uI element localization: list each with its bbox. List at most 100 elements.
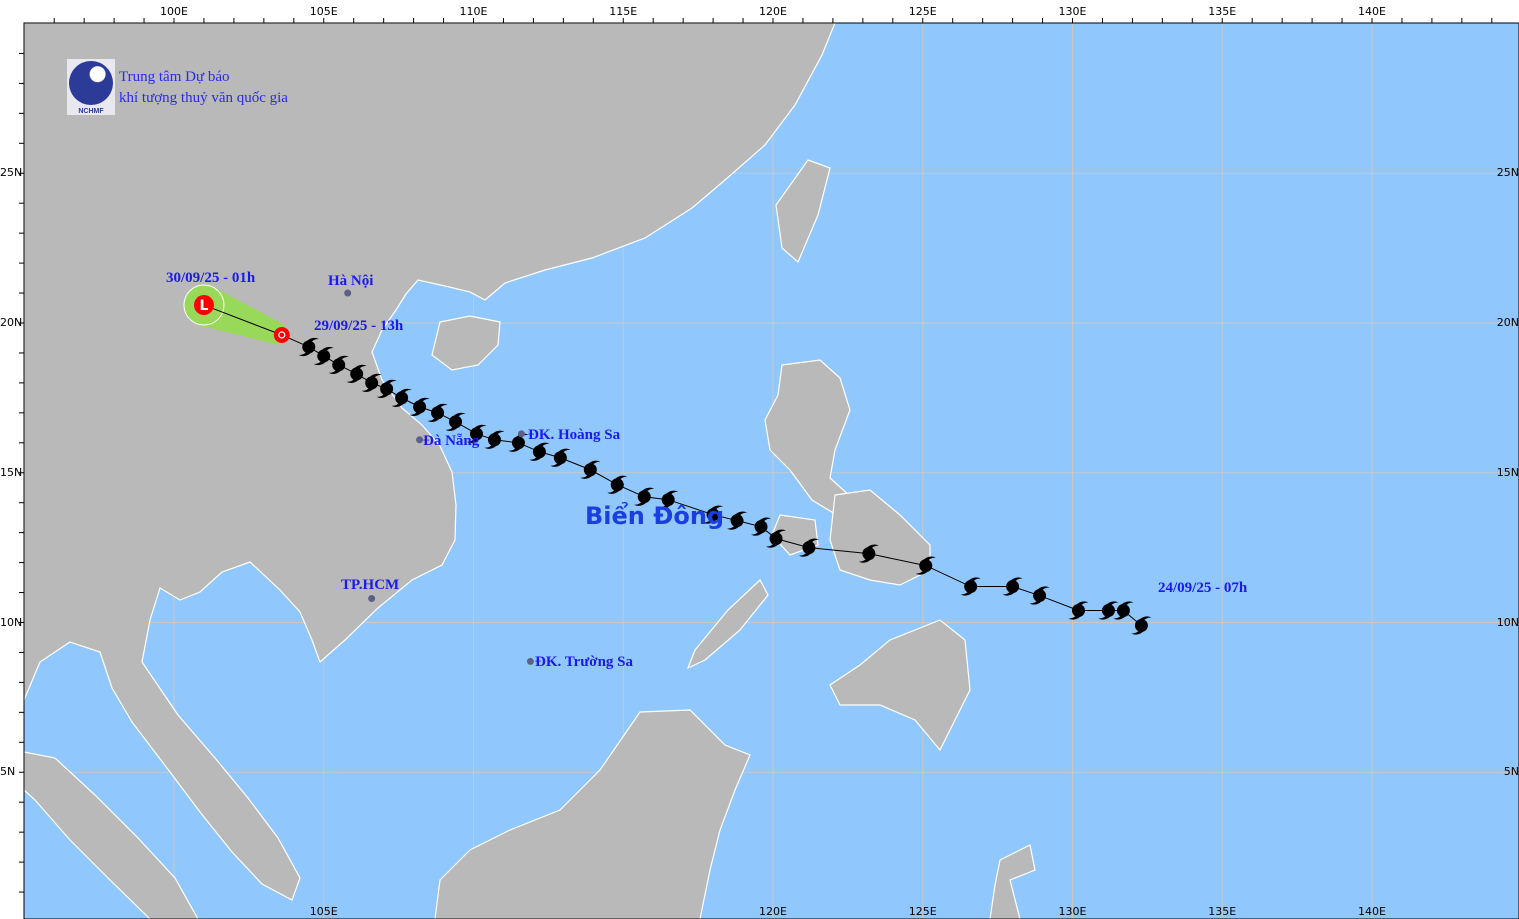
typhoon-icon (361, 373, 382, 393)
typhoon-arm (915, 569, 928, 575)
typhoon-arm (634, 500, 647, 506)
typhoon-core (1071, 604, 1085, 618)
typhoon-arm (336, 355, 349, 361)
typhoon-icon (445, 412, 466, 431)
typhoon-core (1006, 580, 1020, 594)
place-dot (526, 657, 534, 665)
typhoon-icon (409, 397, 430, 416)
axis-ticks (19, 18, 1493, 893)
land-palawan (686, 579, 769, 670)
typhoon-arm (642, 487, 655, 493)
forecast-time-label: 30/09/25 - 01h (166, 270, 256, 286)
typhoon-arm (1139, 616, 1152, 622)
place-label-hoangsa: ĐK. Hoàng Sa (528, 427, 621, 443)
logo-emblem-icon (69, 61, 113, 105)
low-pressure-symbol: L (199, 298, 208, 314)
place-label-danang: Đà Nẵng (423, 433, 480, 449)
typhoon-core (380, 382, 394, 396)
typhoon-arm (666, 490, 679, 496)
typhoon-arm (321, 346, 334, 352)
typhoon-arm (1098, 614, 1111, 620)
typhoon-arm (558, 448, 571, 454)
typhoon-icon (915, 556, 936, 575)
bottom-tick-label: 120E (759, 905, 787, 918)
typhoon-arm (1113, 614, 1126, 620)
typhoon-icon (484, 430, 505, 449)
typhoon-core (1116, 604, 1130, 618)
typhoon-core (532, 445, 546, 459)
typhoon-core (802, 541, 816, 555)
top-tick-label: 110E (459, 5, 488, 18)
top-tick-label: 125E (908, 5, 937, 18)
typhoon-icon (1002, 577, 1023, 596)
typhoon-arm (529, 455, 542, 461)
top-tick-label: 105E (309, 5, 338, 18)
typhoon-arm (773, 529, 786, 535)
typhoon-icon (328, 355, 349, 375)
low-pressure-marker (193, 295, 214, 316)
place-label-hcm: TP.HCM (341, 577, 400, 593)
typhoon-icon (727, 511, 748, 530)
place-markers (344, 289, 534, 665)
typhoon-core (919, 559, 933, 573)
place-label-hanoi: Hà Nội (328, 273, 374, 289)
typhoon-icon (798, 538, 819, 557)
current-time-label: 29/09/25 - 13h (314, 318, 404, 334)
sea-label: Biển Đông (585, 502, 725, 530)
typhoon-core (332, 358, 346, 372)
typhoon-icon (391, 388, 412, 407)
typhoon-arm (580, 473, 593, 479)
typhoon-core (583, 463, 597, 477)
typhoon-icon (298, 337, 319, 357)
place-dot (517, 430, 525, 438)
place-dot (344, 289, 352, 297)
typhoon-icon (1029, 586, 1050, 605)
organization-name: Trung tâm Dự báo khí tượng thuỷ văn quốc… (119, 67, 288, 109)
typhoon-core (413, 400, 427, 414)
land-mindanao (829, 619, 971, 752)
typhoon-icon (427, 403, 448, 422)
typhoon-core (754, 520, 768, 534)
typhoon-core (1101, 604, 1115, 618)
typhoon-core (706, 508, 720, 522)
land (23, 22, 1036, 919)
typhoon-arm (711, 505, 724, 511)
typhoon-arm (376, 392, 389, 399)
typhoon-arm (435, 403, 448, 409)
typhoon-core (487, 433, 501, 447)
top-tick-label: 140E (1358, 5, 1386, 18)
typhoon-arm (1002, 590, 1015, 596)
typhoon-arm (615, 475, 628, 481)
typhoon-icon (529, 442, 550, 461)
typhoon-arm (313, 359, 326, 366)
typhoon-arm (703, 518, 716, 524)
typhoon-core (730, 514, 744, 528)
current-position-marker (273, 326, 290, 343)
typhoon-arm (1010, 577, 1023, 583)
typhoon-core (469, 427, 483, 441)
typhoon-arm (427, 416, 440, 422)
typhoon-core (395, 391, 409, 405)
land-sulawesi (989, 844, 1036, 919)
typhoon-arm (298, 350, 311, 357)
typhoon-arm (1037, 586, 1050, 592)
typhoon-arm (484, 443, 497, 449)
typhoon-arm (727, 524, 740, 530)
typhoon-arm (735, 511, 748, 517)
typhoon-core (862, 547, 876, 561)
typhoon-core (302, 340, 316, 354)
typhoon-core (1033, 589, 1047, 603)
logo-text: NCHMF (78, 108, 104, 115)
typhoon-core (661, 493, 675, 507)
typhoon-arm (765, 542, 778, 548)
typhoon-arm (798, 551, 811, 557)
land-sumatra (23, 751, 199, 919)
typhoon-arm (968, 577, 981, 583)
right-tick-label: 25N (1496, 166, 1519, 180)
typhoon-icon (1068, 601, 1089, 620)
typhoon-arm (492, 430, 505, 436)
typhoon-icon (607, 475, 628, 494)
top-tick-label: 100E (160, 5, 188, 18)
typhoon-icon (580, 460, 601, 479)
typhoon-arm (328, 368, 341, 375)
